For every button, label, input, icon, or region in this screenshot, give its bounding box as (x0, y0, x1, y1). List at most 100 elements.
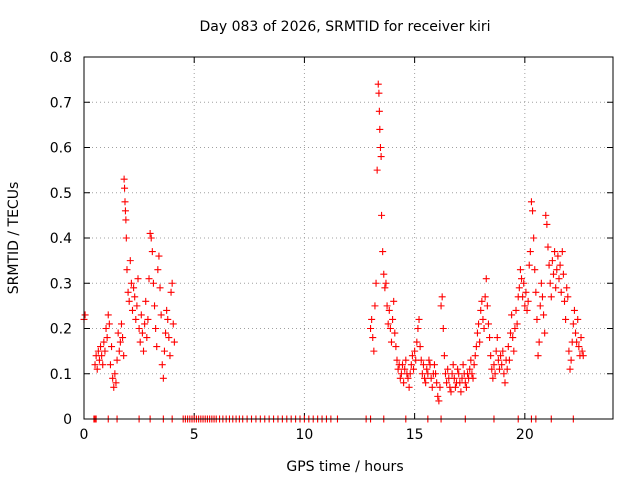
data-point (122, 216, 130, 224)
data-point (509, 334, 517, 342)
data-point (441, 370, 449, 378)
x-tick-label: 10 (296, 427, 314, 443)
data-point (380, 270, 388, 278)
y-axis-label: SRMTID / TECUs (6, 182, 22, 295)
data-point (504, 343, 512, 351)
data-point (407, 361, 415, 369)
data-point (433, 379, 441, 387)
data-point (538, 293, 546, 301)
x-tick-label: 5 (190, 427, 199, 443)
y-tick-label: 0.1 (50, 367, 72, 383)
data-point (152, 325, 160, 332)
data-point (374, 80, 382, 88)
data-point (428, 383, 436, 391)
data-point (478, 297, 486, 305)
data-point (554, 252, 562, 260)
data-point (151, 302, 159, 310)
data-point (515, 284, 523, 292)
data-point (378, 211, 386, 219)
data-point (536, 302, 544, 310)
data-point (410, 365, 418, 373)
data-point (577, 334, 585, 342)
data-point (447, 388, 455, 396)
data-points (80, 80, 587, 423)
data-point (411, 347, 419, 355)
data-point (472, 343, 480, 351)
data-point (95, 356, 103, 364)
chart-title: Day 083 of 2026, SRMTID for receiver kir… (199, 19, 490, 35)
data-point (404, 374, 412, 382)
data-point (436, 383, 444, 391)
data-point (145, 275, 153, 283)
data-point (553, 266, 561, 274)
data-point (120, 352, 128, 360)
data-point (519, 293, 527, 301)
data-point (491, 370, 499, 378)
data-point (116, 338, 124, 346)
data-point (373, 166, 381, 174)
data-point (375, 107, 383, 115)
data-point (170, 338, 178, 346)
data-point (100, 338, 108, 346)
data-point (135, 325, 143, 332)
data-point (497, 352, 505, 360)
data-point (574, 315, 582, 323)
data-point (372, 279, 380, 287)
data-point (479, 315, 487, 323)
data-point (417, 356, 425, 364)
x-tick-label: 15 (406, 427, 424, 443)
data-point (529, 207, 537, 215)
data-point (499, 347, 507, 355)
data-point (473, 329, 481, 337)
data-point (493, 334, 501, 342)
data-point (119, 334, 127, 342)
data-point (564, 293, 572, 301)
data-point (544, 243, 552, 251)
data-point (477, 306, 485, 314)
data-point (102, 325, 110, 332)
data-point (133, 302, 141, 310)
data-point (120, 175, 128, 183)
data-point (137, 311, 145, 319)
data-point (134, 275, 142, 283)
data-point (393, 356, 401, 364)
data-point (158, 361, 166, 369)
data-point (121, 207, 129, 215)
data-point (563, 284, 571, 292)
data-point (382, 279, 390, 287)
data-point (109, 374, 117, 382)
x-axis-label: GPS time / hours (286, 459, 403, 475)
data-point (165, 334, 173, 342)
data-point (391, 329, 399, 337)
data-point (523, 306, 531, 314)
data-point (121, 184, 129, 192)
data-point (470, 361, 478, 369)
data-point (492, 347, 500, 355)
data-point (93, 365, 101, 373)
data-point (91, 361, 99, 369)
data-point (415, 315, 423, 323)
data-point (548, 257, 556, 265)
plot-frame (83, 56, 614, 420)
data-point (379, 248, 387, 256)
data-point (371, 302, 379, 310)
data-point (148, 248, 156, 256)
data-point (522, 288, 530, 296)
data-point (449, 361, 457, 369)
data-point (443, 379, 451, 387)
data-point (467, 356, 475, 364)
data-point (484, 320, 492, 328)
data-point (535, 338, 543, 346)
data-point (367, 325, 375, 332)
data-point (386, 325, 394, 332)
data-point (117, 320, 125, 328)
data-point (142, 297, 150, 305)
data-point (123, 266, 131, 274)
data-point (399, 361, 407, 369)
data-point (144, 315, 152, 323)
data-point (416, 343, 424, 351)
data-point (146, 229, 154, 237)
data-point (490, 361, 498, 369)
data-point (389, 315, 397, 323)
data-point (163, 306, 171, 314)
